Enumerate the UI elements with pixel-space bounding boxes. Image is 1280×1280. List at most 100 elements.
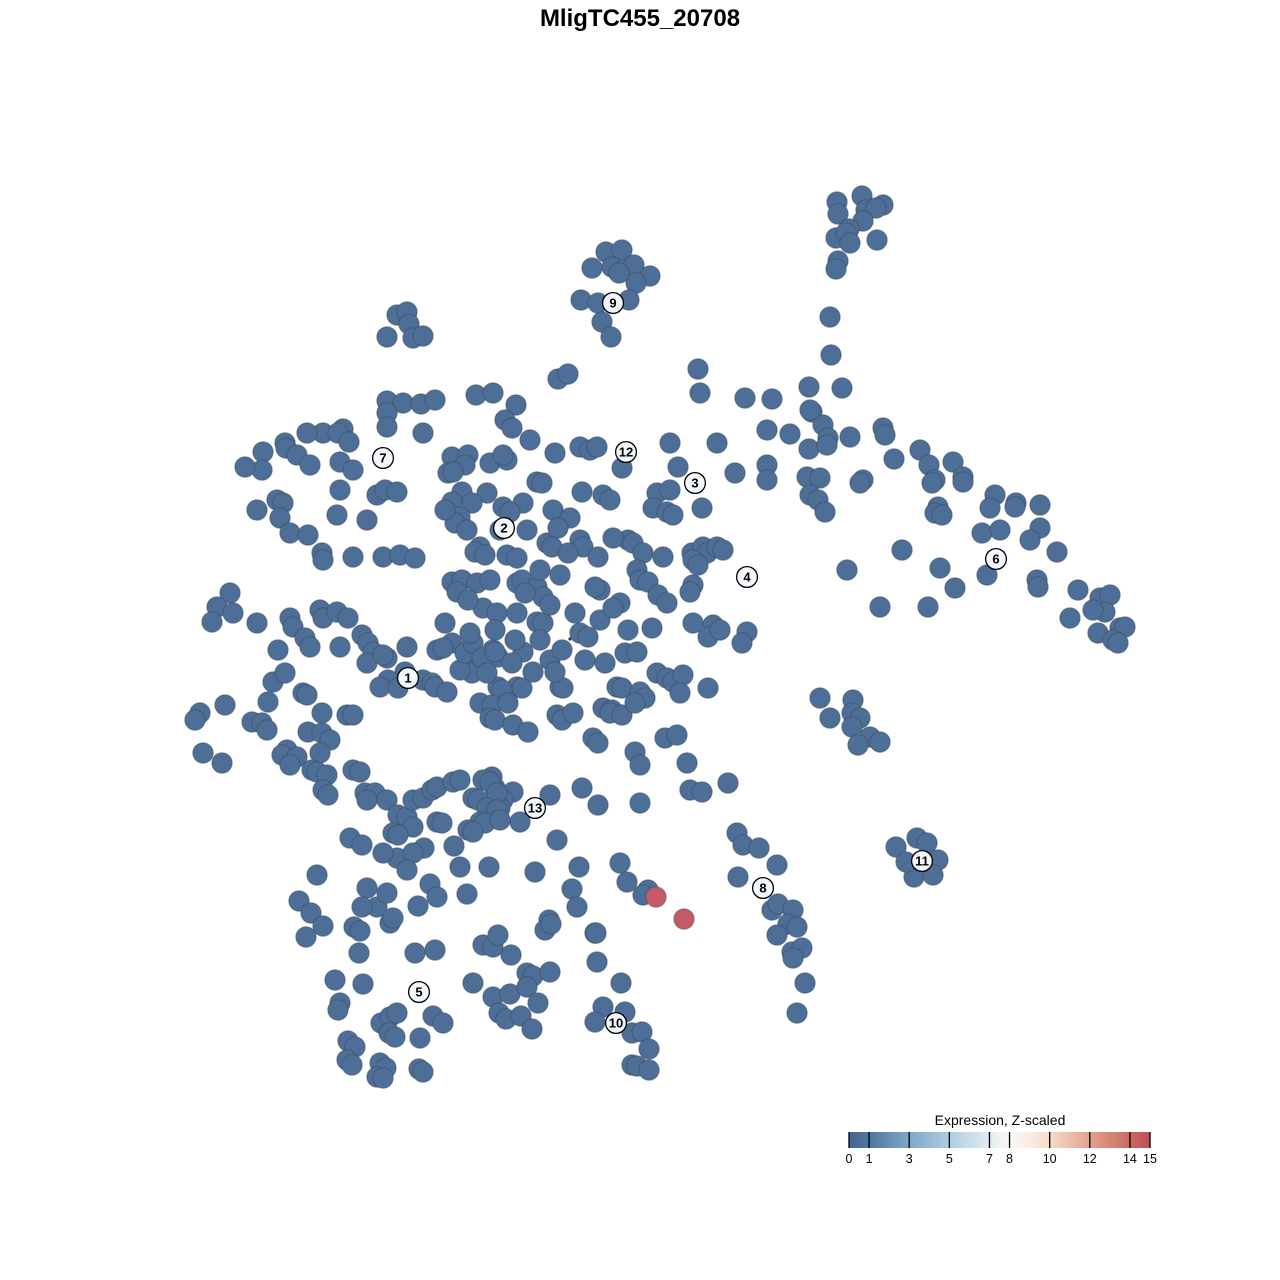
data-point xyxy=(574,649,596,671)
data-point xyxy=(497,692,519,714)
data-point xyxy=(779,423,801,445)
data-point xyxy=(641,617,663,639)
data-point xyxy=(586,436,608,458)
data-point xyxy=(544,661,566,683)
data-point xyxy=(522,661,544,683)
data-point xyxy=(376,882,398,904)
highlight-points-layer xyxy=(645,886,695,930)
data-point xyxy=(476,482,498,504)
data-point xyxy=(931,504,953,526)
data-point xyxy=(267,639,289,661)
cluster-label-number: 4 xyxy=(743,570,751,585)
data-point xyxy=(717,772,739,794)
data-point xyxy=(659,479,681,501)
data-point xyxy=(1027,576,1049,598)
cluster-label-13: 13 xyxy=(523,796,547,820)
data-point xyxy=(921,472,943,494)
legend-tick-label: 8 xyxy=(1006,1152,1013,1166)
cluster-label-number: 8 xyxy=(759,881,766,896)
data-point xyxy=(412,422,434,444)
data-point xyxy=(531,472,553,494)
data-point xyxy=(442,461,464,483)
data-point xyxy=(299,454,321,476)
data-point xyxy=(616,871,638,893)
data-point xyxy=(944,577,966,599)
data-point xyxy=(369,676,391,698)
data-point xyxy=(1059,607,1081,629)
data-point xyxy=(431,812,453,834)
data-point xyxy=(942,451,964,473)
data-point xyxy=(539,961,561,983)
data-point xyxy=(756,419,778,441)
data-point xyxy=(587,732,609,754)
data-point xyxy=(462,972,484,994)
data-point xyxy=(617,619,639,641)
highlight-data-point xyxy=(645,886,667,908)
data-point xyxy=(599,489,621,511)
data-point xyxy=(566,896,588,918)
data-point xyxy=(571,777,593,799)
data-point xyxy=(311,702,333,724)
data-point xyxy=(839,426,861,448)
data-point xyxy=(568,856,590,878)
data-point xyxy=(731,632,753,654)
data-point xyxy=(971,522,993,544)
data-point xyxy=(891,539,913,561)
cluster-label-7: 7 xyxy=(371,446,395,470)
cluster-label-number: 3 xyxy=(691,476,698,491)
data-point xyxy=(609,852,631,874)
data-point xyxy=(557,363,579,385)
data-point xyxy=(629,754,651,776)
data-point xyxy=(436,681,458,703)
data-point xyxy=(529,559,551,581)
data-point xyxy=(432,1012,454,1034)
data-point xyxy=(798,376,820,398)
data-point xyxy=(476,662,498,684)
data-point xyxy=(571,481,593,503)
data-point xyxy=(827,203,849,225)
data-point xyxy=(342,546,364,568)
cluster-label-circle xyxy=(492,516,516,540)
data-point xyxy=(256,719,278,741)
data-point xyxy=(819,707,841,729)
cluster-label-circle xyxy=(407,980,431,1004)
cluster-label-3: 3 xyxy=(683,471,707,495)
data-point xyxy=(786,916,808,938)
legend-tick-label: 15 xyxy=(1143,1152,1157,1166)
data-point xyxy=(841,716,863,738)
data-point xyxy=(656,592,678,614)
legend-tick-label: 7 xyxy=(986,1152,993,1166)
cluster-label-number: 9 xyxy=(609,296,616,311)
data-point xyxy=(211,752,233,774)
data-point xyxy=(456,519,478,541)
data-point xyxy=(396,859,418,881)
data-point xyxy=(386,1002,408,1024)
data-point xyxy=(484,709,506,731)
cluster-label-circle xyxy=(751,876,775,900)
data-point xyxy=(586,951,608,973)
cluster-label-number: 11 xyxy=(915,854,929,869)
data-point xyxy=(500,944,522,966)
data-point xyxy=(524,861,546,883)
data-point xyxy=(594,652,616,674)
cluster-label-circle xyxy=(683,471,707,495)
data-point xyxy=(816,434,838,456)
data-point xyxy=(501,417,523,439)
legend-tick-label: 1 xyxy=(866,1152,873,1166)
data-point xyxy=(799,399,821,421)
data-point xyxy=(299,636,321,658)
data-point xyxy=(482,382,504,404)
data-point xyxy=(426,886,448,908)
data-point xyxy=(404,942,426,964)
data-point xyxy=(342,704,364,726)
data-point xyxy=(432,637,454,659)
data-point xyxy=(766,854,788,876)
cluster-label-number: 13 xyxy=(528,801,542,816)
data-point xyxy=(652,546,674,568)
data-point xyxy=(348,942,370,964)
data-point xyxy=(478,856,500,878)
data-point xyxy=(585,922,607,944)
data-point xyxy=(501,652,523,674)
cluster-label-12: 12 xyxy=(614,440,638,464)
